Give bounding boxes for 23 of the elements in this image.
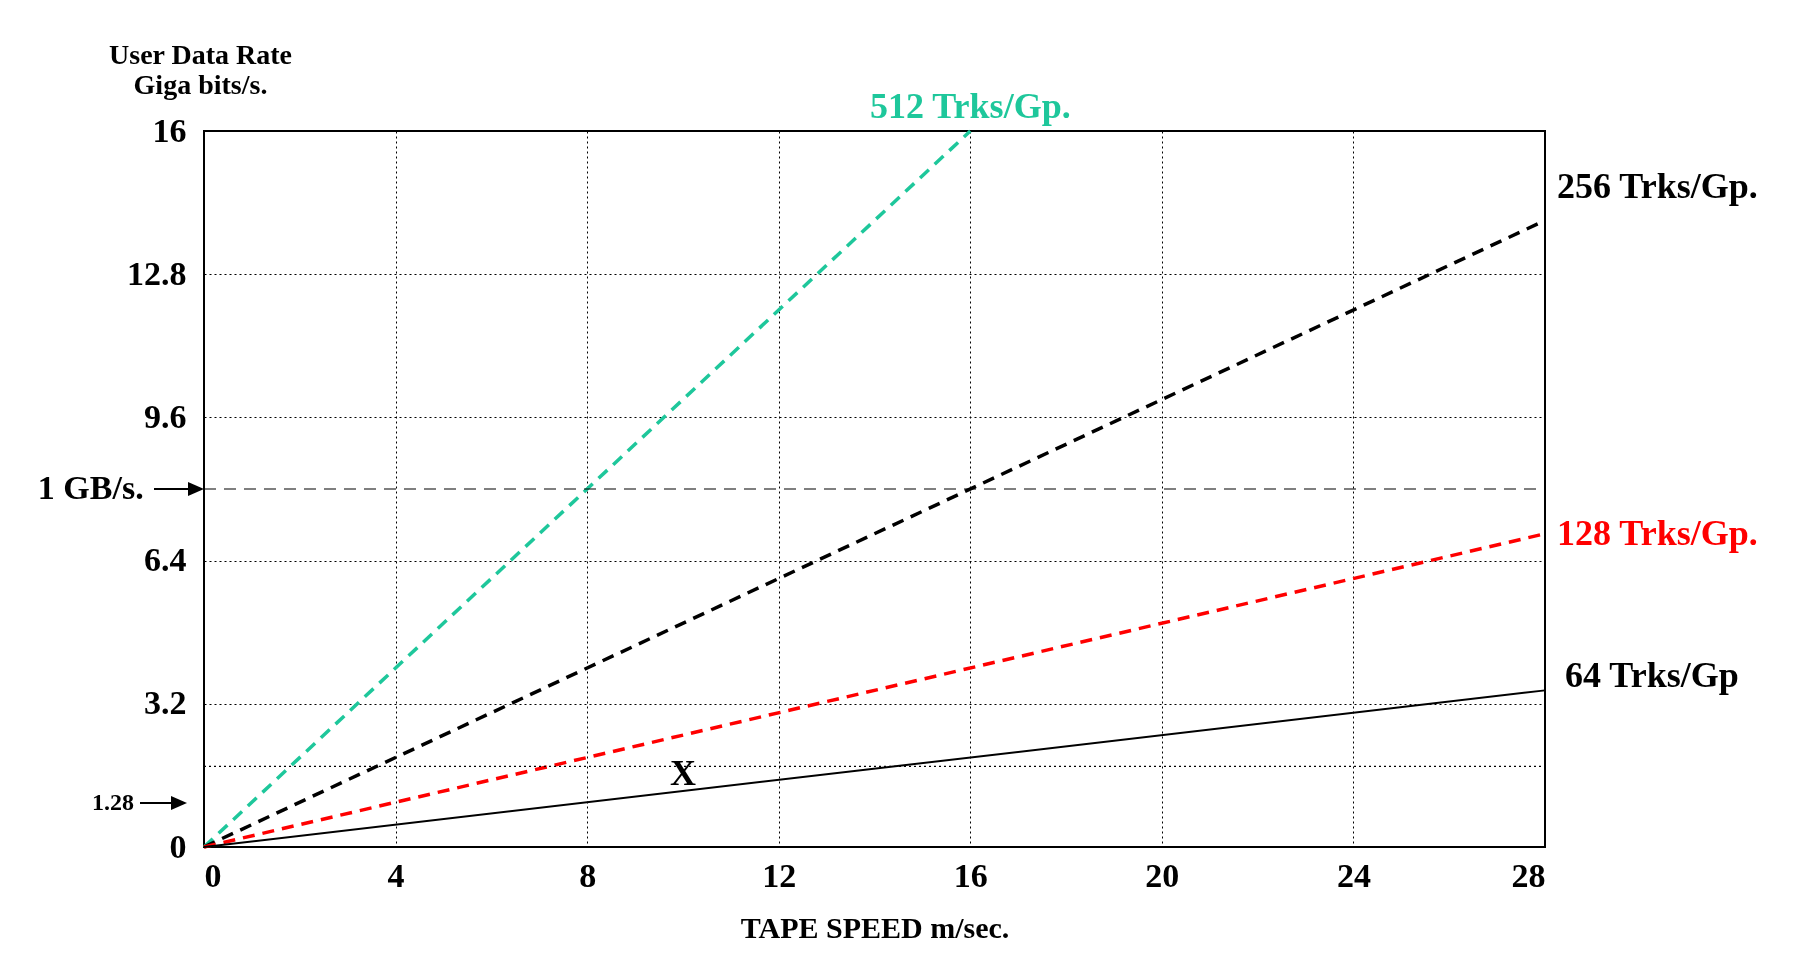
y-tick-label: 6.4 (144, 541, 187, 579)
x-axis-title: TAPE SPEED m/sec. (740, 910, 1010, 944)
x-tick-label: 24 (1336, 856, 1371, 894)
ref-line-label: 1 GB/s. (37, 469, 144, 506)
y-tick-label: 3.2 (144, 684, 187, 722)
y-tick-label: 16 (152, 111, 187, 149)
y-tick-label: 12.8 (127, 254, 187, 292)
x-tick-label: 8 (579, 856, 597, 894)
series-label: 128 Trks/Gp. (1557, 512, 1758, 553)
y-axis-title: User Data Rate Giga bits/s. (109, 38, 292, 100)
y-tick-label: 9.6 (144, 397, 187, 435)
series-label: 64 Trks/Gp (1565, 655, 1739, 696)
x-tick-label: 0 (204, 856, 222, 894)
x-tick-label: 20 (1145, 856, 1180, 894)
x-tick-label: 12 (762, 856, 797, 894)
text: 1.28 (92, 789, 134, 816)
annotation: X (669, 753, 696, 794)
series-label: 256 Trks/Gp. (1557, 165, 1758, 206)
x-tick-label: 4 (387, 856, 405, 894)
series-label: 512 Trks/Gp. (869, 86, 1071, 126)
x-tick-label: 28 (1511, 856, 1546, 894)
y-tick-label: 0 (169, 827, 187, 865)
x-tick-label: 16 (953, 856, 988, 894)
